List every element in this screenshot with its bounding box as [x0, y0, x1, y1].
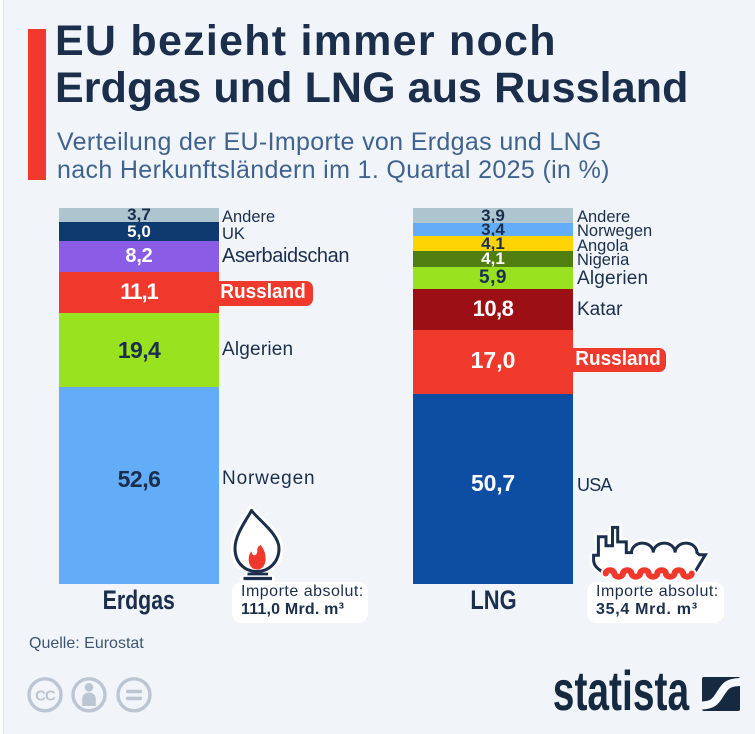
svg-text:CC: CC: [35, 687, 56, 704]
